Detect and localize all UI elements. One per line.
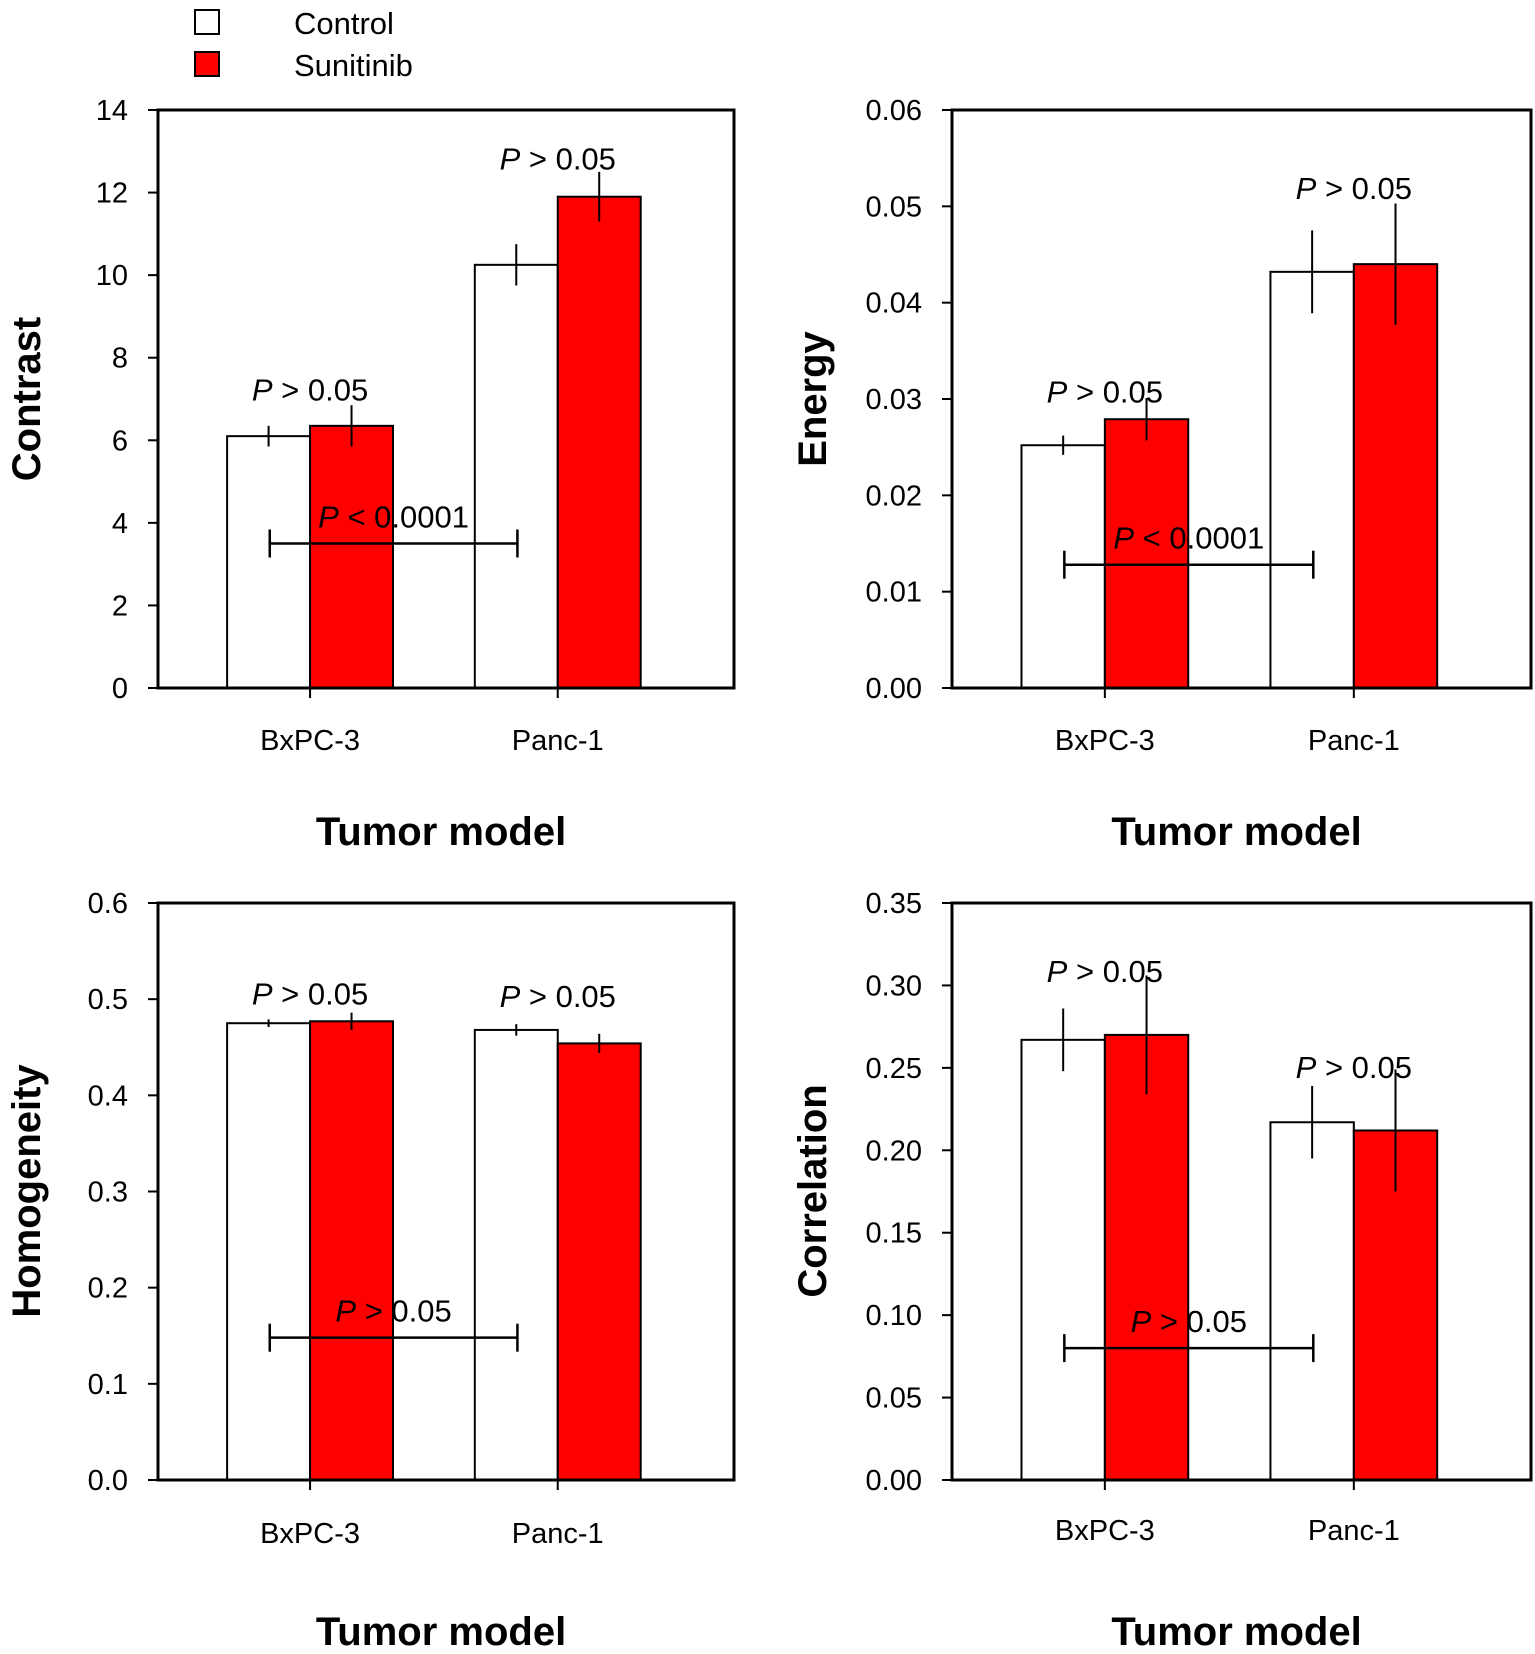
x-tick-label-panc1: Panc-1 [512,725,604,757]
y-tick-label: 0.02 [866,480,922,512]
bracket-label: P > 0.05 [1131,1304,1247,1339]
y-tick-label: 0.2 [88,1273,128,1305]
x-axis-title: Tumor model [1111,810,1361,854]
bar-sunitinib-panc1 [556,195,642,689]
y-tick-label: 12 [96,178,128,210]
y-tick-label: 0.04 [866,288,922,320]
x-tick-label-bxpc3: BxPC-3 [1055,1515,1155,1547]
y-tick-label: 0.4 [88,1080,128,1112]
annotation-bxpc3: P > 0.05 [252,373,368,408]
plot-frame [950,108,1533,690]
y-tick-label: 0.30 [866,970,922,1002]
y-axis-title: Homogeneity [5,1064,49,1318]
x-axis-title: Tumor model [316,810,566,854]
bar-control-panc1 [473,1028,559,1481]
bar-sunitinib-bxpc3 [309,424,395,689]
y-tick-label: 0.01 [866,577,922,609]
x-tick-label-panc1: Panc-1 [512,1518,604,1550]
x-tick-label-bxpc3: BxPC-3 [260,725,360,757]
y-tick-label: 4 [112,508,128,540]
legend-label-control: Control [294,6,394,41]
x-tick-label-bxpc3: BxPC-3 [1055,725,1155,757]
y-tick-label: 8 [112,343,128,375]
energy-chart: BxPC-3 Panc-1 0.00 0.01 0.02 0.03 0.04 0.05 0.06… [791,95,1533,854]
y-tick-label: 0.15 [866,1218,922,1250]
y-tick-label: 0.1 [88,1369,128,1401]
bar-sunitinib-bxpc3 [1103,1033,1190,1481]
y-tick-label: 0.3 [88,1177,128,1209]
y-tick-label: 0.05 [866,191,922,223]
y-tick-label: 0.05 [866,1383,922,1415]
y-axis-title: Energy [791,330,835,466]
y-axis-title: Contrast [5,317,49,481]
y-tick-label: 0.00 [866,673,922,705]
y-tick-label: 0.10 [866,1300,922,1332]
bar-sunitinib-panc1 [1352,263,1439,689]
legend-swatch-control [194,9,220,35]
x-axis-title: Tumor model [1111,1610,1361,1654]
y-tick-label: 0.00 [866,1465,922,1497]
bar-control-panc1 [1269,1121,1355,1481]
x-tick-label-panc1: Panc-1 [1308,1515,1400,1547]
bracket-label: P > 0.05 [335,1294,451,1329]
legend-swatch-sunitinib [194,51,220,77]
y-axis-title: Correlation [791,1084,835,1297]
y-tick-label: 0.20 [866,1135,922,1167]
y-tick-label: 10 [96,260,128,292]
annotation-panc1: P > 0.05 [1296,1050,1412,1085]
y-tick-label: 0 [112,673,128,705]
bar-control-bxpc3 [1020,1038,1106,1481]
plot-frame [156,108,736,690]
plot-frame [950,901,1533,1482]
bracket-label: P < 0.0001 [1113,521,1264,556]
y-tick-label: 0.25 [866,1053,922,1085]
bar-sunitinib-bxpc3 [1103,418,1190,689]
annotation-bxpc3: P > 0.05 [1047,954,1163,989]
y-tick-label: 0.6 [88,888,128,920]
y-tick-label: 0.35 [866,888,922,920]
contrast-chart: BxPC-3 Panc-1 0 2 4 6 8 10 12 14 P > 0.05 P > 0.05 P… [5,95,736,854]
bar-control-bxpc3 [226,1022,312,1481]
annotation-bxpc3: P > 0.05 [1047,374,1163,409]
correlation-chart: BxPC-3 Panc-1 0.00 0.05 0.10 0.15 0.20 0.25 0.30… [791,888,1533,1654]
annotation-bxpc3: P > 0.05 [252,976,368,1011]
homogeneity-chart: BxPC-3 Panc-1 0.0 0.1 0.2 0.3 0.4 0.5 0.6 P > 0.0… [5,888,736,1654]
y-tick-label: 2 [112,590,128,622]
plot-frame [156,901,736,1482]
bar-sunitinib-panc1 [556,1042,642,1482]
y-tick-label: 6 [112,425,128,457]
y-tick-label: 0.0 [88,1465,128,1497]
bar-control-panc1 [1269,270,1355,689]
y-tick-label: 0.06 [866,95,922,127]
y-tick-label: 14 [96,95,128,127]
legend-label-sunitinib: Sunitinib [294,48,413,83]
bar-control-panc1 [473,263,559,689]
bar-control-bxpc3 [226,435,312,689]
y-tick-label: 0.5 [88,984,128,1016]
annotation-panc1: P > 0.05 [500,979,616,1014]
x-tick-label-panc1: Panc-1 [1308,725,1400,757]
legend: Control Sunitinib [190,4,450,88]
annotation-panc1: P > 0.05 [500,142,616,177]
x-tick-label-bxpc3: BxPC-3 [260,1518,360,1550]
x-axis-title: Tumor model [316,1610,566,1654]
bracket-label: P < 0.0001 [318,500,469,535]
annotation-panc1: P > 0.05 [1296,171,1412,206]
bar-sunitinib-bxpc3 [309,1020,395,1481]
y-tick-label: 0.03 [866,384,922,416]
